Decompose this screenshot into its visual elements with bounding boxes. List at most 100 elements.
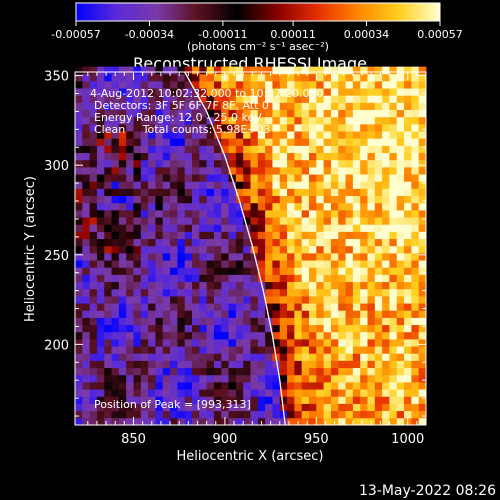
- heatmap-cell: [330, 346, 339, 354]
- heatmap-cell: [323, 102, 332, 111]
- heatmap-cell: [148, 181, 156, 189]
- heatmap-cell: [411, 217, 420, 225]
- heatmap-cell: [155, 281, 164, 290]
- heatmap-cell: [96, 174, 105, 182]
- heatmap-cell: [170, 231, 178, 240]
- heatmap-cell: [352, 116, 361, 125]
- heatmap-cell: [287, 403, 295, 412]
- heatmap-cell: [272, 274, 281, 283]
- heatmap-cell: [404, 346, 412, 354]
- heatmap-cell: [184, 188, 193, 197]
- heatmap-cell: [316, 252, 325, 261]
- heatmap-cell: [133, 245, 142, 254]
- heatmap-cell: [330, 209, 339, 218]
- heatmap-cell: [316, 260, 325, 268]
- heatmap-cell: [279, 317, 288, 326]
- heatmap-cell: [316, 95, 325, 103]
- heatmap-cell: [221, 310, 229, 318]
- heatmap-cell: [279, 346, 288, 354]
- heatmap-cell: [111, 303, 120, 311]
- heatmap-cell: [345, 331, 354, 340]
- heatmap-cell: [374, 109, 383, 118]
- heatmap-cell: [265, 131, 273, 139]
- heatmap-cell: [360, 396, 368, 404]
- heatmap-cell: [301, 238, 310, 247]
- heatmap-cell: [126, 338, 134, 347]
- heatmap-cell: [257, 116, 266, 125]
- heatmap-cell: [352, 317, 361, 326]
- heatmap-cell: [404, 159, 412, 168]
- heatmap-cell: [228, 252, 237, 261]
- heatmap-cell: [309, 338, 317, 347]
- heatmap-cell: [389, 174, 398, 182]
- heatmap-cell: [374, 95, 383, 103]
- heatmap-cell: [155, 274, 164, 283]
- heatmap-cell: [396, 303, 405, 311]
- heatmap-cell: [104, 310, 112, 318]
- heatmap-cell: [352, 166, 361, 175]
- heatmap-cell: [287, 224, 295, 232]
- heatmap-cell: [382, 66, 390, 75]
- heatmap-cell: [352, 367, 361, 376]
- heatmap-cell: [221, 274, 229, 283]
- heatmap-cell: [309, 238, 317, 247]
- heatmap-cell: [213, 295, 222, 304]
- heatmap-cell: [287, 238, 295, 247]
- heatmap-cell: [104, 274, 112, 283]
- heatmap-cell: [404, 267, 412, 275]
- heatmap-cell: [162, 181, 171, 189]
- heatmap-cell: [243, 360, 251, 369]
- heatmap-cell: [309, 317, 317, 326]
- heatmap-cell: [162, 281, 171, 290]
- heatmap-cell: [418, 353, 427, 361]
- heatmap-cell: [287, 367, 295, 376]
- heatmap-cell: [411, 245, 420, 254]
- heatmap-cell: [162, 73, 171, 82]
- heatmap-cell: [316, 317, 325, 326]
- heatmap-cell: [367, 188, 376, 197]
- heatmap-cell: [330, 396, 339, 404]
- heatmap-cell: [352, 174, 361, 182]
- heatmap-cell: [213, 417, 222, 426]
- heatmap-cell: [89, 274, 98, 283]
- heatmap-cell: [279, 181, 288, 189]
- heatmap-cell: [338, 389, 346, 397]
- heatmap-cell: [177, 281, 186, 290]
- heatmap-cell: [389, 410, 398, 419]
- heatmap-cell: [213, 209, 222, 218]
- heatmap-cell: [155, 152, 164, 161]
- heatmap-cell: [155, 260, 164, 268]
- heatmap-cell: [352, 267, 361, 275]
- heatmap-cell: [104, 152, 112, 161]
- heatmap-cell: [272, 88, 281, 96]
- heatmap-cell: [235, 288, 244, 297]
- heatmap-cell: [75, 389, 83, 397]
- heatmap-cell: [301, 417, 310, 426]
- heatmap-cell: [221, 145, 229, 154]
- heatmap-cell: [294, 381, 303, 390]
- heatmap-cell: [382, 166, 390, 175]
- heatmap-cell: [309, 274, 317, 283]
- heatmap-cell: [228, 95, 237, 103]
- heatmap-cell: [177, 109, 186, 118]
- heatmap-cell: [272, 310, 281, 318]
- heatmap-cell: [287, 202, 295, 211]
- heatmap-cell: [352, 66, 361, 75]
- heatmap-cell: [162, 324, 171, 333]
- heatmap-cell: [272, 209, 281, 218]
- heatmap-cell: [382, 116, 390, 125]
- heatmap-cell: [374, 245, 383, 254]
- heatmap-cell: [184, 73, 193, 82]
- heatmap-cell: [294, 410, 303, 419]
- heatmap-cell: [140, 245, 149, 254]
- annotation-clean-counts: Clean Total counts: 5.98E+03: [94, 123, 271, 136]
- heatmap-cell: [411, 102, 420, 111]
- heatmap-cell: [250, 295, 259, 304]
- heatmap-cell: [265, 331, 273, 340]
- heatmap-cell: [192, 274, 200, 283]
- heatmap-cell: [184, 346, 193, 354]
- heatmap-cell: [206, 88, 215, 96]
- heatmap-cell: [206, 381, 215, 390]
- heatmap-cell: [404, 389, 412, 397]
- heatmap-cell: [287, 145, 295, 154]
